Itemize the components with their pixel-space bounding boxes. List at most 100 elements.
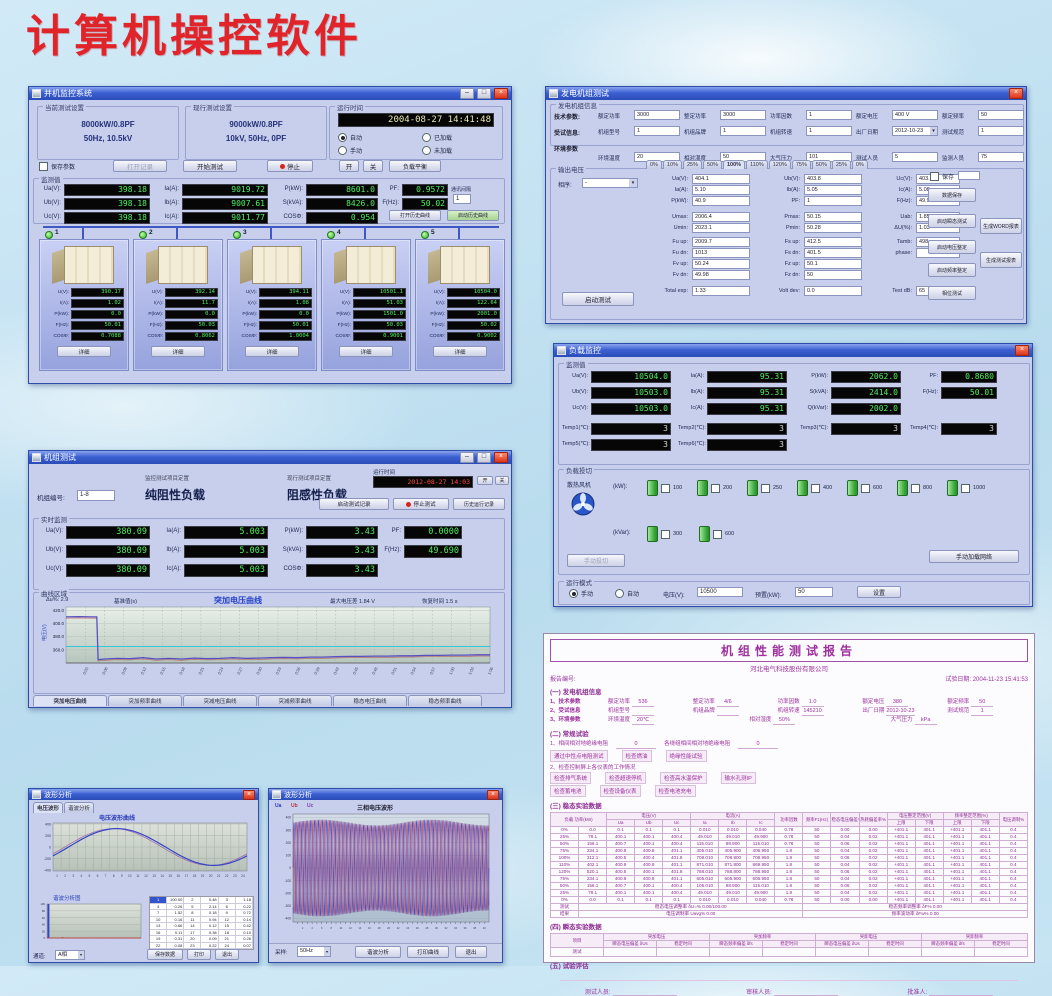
test-field-input[interactable]: 40.9 <box>692 196 750 206</box>
load-step-tab-3[interactable]: 50% <box>703 160 722 169</box>
on-button[interactable]: 开 <box>339 160 359 172</box>
close-button[interactable]: × <box>487 790 499 800</box>
action-button-4[interactable]: 相位测试 <box>928 286 976 300</box>
field-input[interactable]: 3000 <box>720 110 766 120</box>
test-field-input[interactable]: 2009.7 <box>692 237 750 247</box>
history-record-button[interactable]: 历史运行记录 <box>453 498 505 510</box>
comm-interval-input[interactable]: 1 <box>453 194 471 204</box>
load-step-tab-7[interactable]: 75% <box>792 160 811 169</box>
kvar-switch-checkbox[interactable] <box>661 530 670 539</box>
curve-tab-0[interactable]: 突加电压曲线 <box>33 695 107 706</box>
test-field-input[interactable]: 50.15 <box>804 212 862 222</box>
kvar-switch-switch-icon[interactable] <box>699 526 710 542</box>
mode-radio-1[interactable]: 已加载 <box>422 133 452 142</box>
titlebar-load-control[interactable]: 负载监控 × <box>554 344 1032 357</box>
test-field-input[interactable]: 1 <box>804 196 862 206</box>
curve-tab-3[interactable]: 突减频率曲线 <box>258 695 332 706</box>
close-button[interactable]: × <box>494 452 508 463</box>
kw-switch-checkbox[interactable] <box>861 484 870 493</box>
toolbar-button-2[interactable]: 退出 <box>455 946 487 958</box>
unit-detail-button[interactable]: 详细 <box>57 346 111 357</box>
run-mode-radio-0-dot[interactable] <box>569 589 578 598</box>
kw-switch-item-1[interactable]: 200 <box>697 480 732 496</box>
field-input[interactable]: 1 <box>634 126 680 136</box>
test-field-input[interactable]: 1013 <box>692 248 750 258</box>
test-field-input[interactable]: 404.1 <box>692 174 750 184</box>
start-history-button[interactable]: 启动历史曲线 <box>447 210 499 221</box>
kw-switch-switch-icon[interactable] <box>697 480 708 496</box>
phase-seq-select[interactable]: -▾ <box>582 178 638 188</box>
save-count-input[interactable] <box>958 171 980 180</box>
unit-detail-button[interactable]: 详细 <box>245 346 299 357</box>
toolbar-button-0[interactable]: 保存数据 <box>147 949 183 960</box>
kw-switch-checkbox[interactable] <box>711 484 720 493</box>
load-step-tab-5[interactable]: 110% <box>746 160 768 169</box>
action-button-2[interactable]: 启动电压整定 <box>928 240 976 254</box>
action-button-0[interactable]: 数据保存 <box>928 188 976 202</box>
close-button[interactable]: × <box>494 88 508 99</box>
unit-no-input[interactable]: 1-8 <box>77 490 115 501</box>
load-step-tab-4[interactable]: 100% <box>723 160 745 169</box>
start-record-button[interactable]: 启动测试记录 <box>319 498 389 510</box>
test-field-input[interactable]: 5.10 <box>692 185 750 195</box>
set-button[interactable]: 设置 <box>857 586 901 598</box>
mode-radio-2[interactable]: 手动 <box>338 146 362 155</box>
test-field-input[interactable]: 50.28 <box>804 223 862 233</box>
report-button-0[interactable]: 生成WORD报表 <box>980 218 1022 234</box>
run-mode-radio-0[interactable]: 手动 <box>569 589 593 598</box>
kvar-switch-checkbox[interactable] <box>713 530 722 539</box>
kvar-switch-item-0[interactable]: 300 <box>647 526 682 542</box>
minimize-button[interactable]: – <box>460 88 474 99</box>
titlebar-unit-test[interactable]: 机组测试 – □ × <box>29 451 511 464</box>
kw-switch-item-0[interactable]: 100 <box>647 480 682 496</box>
kw-switch-item-6[interactable]: 1000 <box>947 480 985 496</box>
toolbar-button-0[interactable]: 谐波分析 <box>355 946 401 958</box>
test-field-input[interactable]: 0.0 <box>804 286 862 296</box>
kvar-switch-switch-icon[interactable] <box>647 526 658 542</box>
stop-button[interactable]: 停止 <box>267 160 313 172</box>
curve-tab-2[interactable]: 突减电压曲线 <box>183 695 257 706</box>
action-button-3[interactable]: 启动频率整定 <box>928 263 976 277</box>
kw-switch-item-5[interactable]: 800 <box>897 480 932 496</box>
test-field-input[interactable]: 1.33 <box>692 286 750 296</box>
wave-tab-0[interactable]: 电压波形 <box>33 802 63 813</box>
maximize-button[interactable]: □ <box>477 88 491 99</box>
load-step-tab-6[interactable]: 120% <box>769 160 791 169</box>
field-input[interactable]: 50 <box>978 110 1024 120</box>
off-button[interactable]: 关 <box>495 476 509 485</box>
mode-radio-0-dot[interactable] <box>338 133 347 142</box>
on-button[interactable]: 开 <box>477 476 493 485</box>
titlebar-parallel-monitor[interactable]: 并机监控系统 – □ × <box>29 87 511 100</box>
load-step-tab-8[interactable]: 50% <box>812 160 831 169</box>
mode-radio-3[interactable]: 未加载 <box>422 146 452 155</box>
toolbar-button-2[interactable]: 退出 <box>215 949 239 960</box>
run-mode-radio-1-dot[interactable] <box>615 589 624 598</box>
field-input[interactable]: 3000 <box>634 110 680 120</box>
unit-detail-button[interactable]: 详细 <box>433 346 487 357</box>
save-params-checkbox[interactable]: 保存参数 <box>39 162 75 171</box>
stop-test-button[interactable]: 停止测试 <box>393 498 449 510</box>
kw-switch-switch-icon[interactable] <box>947 480 958 496</box>
kw-switch-checkbox[interactable] <box>761 484 770 493</box>
maximize-button[interactable]: □ <box>477 452 491 463</box>
env-field-input[interactable]: 5 <box>892 152 938 162</box>
field-input[interactable]: 400 V <box>892 110 938 120</box>
open-history-button[interactable]: 打开历史曲线 <box>389 210 441 221</box>
save-checkbox-box[interactable] <box>930 172 939 181</box>
mode-radio-3-dot[interactable] <box>422 146 431 155</box>
minimize-button[interactable]: – <box>460 452 474 463</box>
kw-switch-item-2[interactable]: 250 <box>747 480 782 496</box>
test-field-input[interactable]: 50.24 <box>692 259 750 269</box>
mode-radio-1-dot[interactable] <box>422 133 431 142</box>
load-step-tab-0[interactable]: 0% <box>646 160 662 169</box>
env-field-input[interactable]: 75 <box>978 152 1024 162</box>
save-checkbox[interactable]: 保存 <box>930 172 954 181</box>
run-mode-radio-1[interactable]: 自动 <box>615 589 639 598</box>
test-field-input[interactable]: 401.5 <box>804 248 862 258</box>
curve-tab-4[interactable]: 稳态电压曲线 <box>333 695 407 706</box>
test-field-input[interactable]: 2023.1 <box>692 223 750 233</box>
